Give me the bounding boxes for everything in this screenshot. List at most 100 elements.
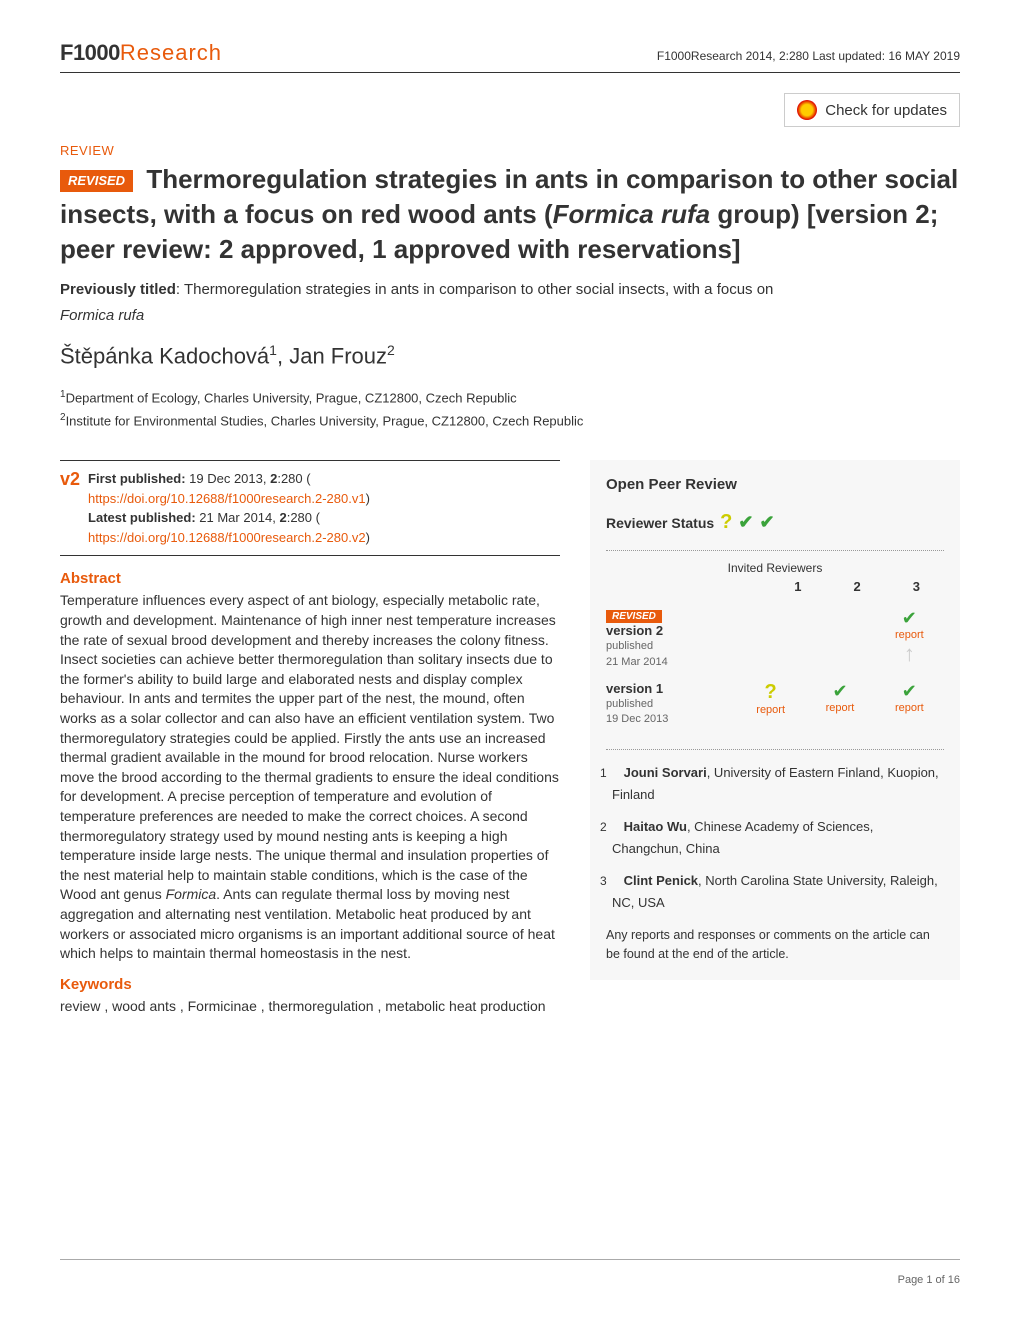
rev-num: 1 [606,763,620,783]
footer-rule [60,1259,960,1260]
rev-name[interactable]: Haitao Wu [624,819,687,834]
logo-part1: F1000 [60,40,120,65]
rev-name[interactable]: Jouni Sorvari [624,765,707,780]
rev-name[interactable]: Clint Penick [624,873,698,888]
keywords-heading: Keywords [60,976,560,993]
abstract-heading: Abstract [60,570,560,587]
version-label: v2 [60,469,80,547]
author-1[interactable]: Štěpánka Kadochová [60,344,269,369]
report-link[interactable]: report [741,704,801,716]
first-pub-doi[interactable]: https://doi.org/10.12688/f1000research.2… [88,491,366,506]
author-2[interactable]: Jan Frouz [289,344,387,369]
open-peer-review-box: Open Peer Review Reviewer Status ? ✔ ✔ I… [590,460,960,979]
authors: Štěpánka Kadochová1, Jan Frouz2 [60,342,960,369]
latest-pub-doi[interactable]: https://doi.org/10.12688/f1000research.2… [88,530,366,545]
close-paren-1: ) [366,491,370,506]
prev-title-italic: Formica rufa [60,307,144,324]
reviewer-list: 1 Jouni Sorvari, University of Eastern F… [606,762,944,915]
version-2-info: REVISED version 2 published 21 Mar 2014 [606,608,736,669]
check-icon: ✔ [902,681,917,701]
version-2-meta1: published [606,640,653,652]
main-columns: v2 First published: 19 Dec 2013, 2:280 (… [60,460,960,1016]
version-1-info: version 1 published 19 Dec 2013 [606,681,736,727]
reviewer-3: 3 Clint Penick, North Carolina State Uni… [606,870,944,914]
rev-num: 3 [606,871,620,891]
latest-pub-rest: :280 ( [287,510,320,525]
latest-pub-vol: 2 [279,510,286,525]
first-pub-text: 19 Dec 2013, [186,471,271,486]
version-2-meta2: 21 Mar 2014 [606,656,668,668]
publication-info-box: v2 First published: 19 Dec 2013, 2:280 (… [60,460,560,556]
author-sep: , [277,344,289,369]
check-updates-button[interactable]: Check for updates [784,93,960,127]
version-2-row: REVISED version 2 published 21 Mar 2014 … [606,608,944,669]
version-2-label[interactable]: version 2 [606,623,663,638]
prev-title-text: : Thermoregulation strategies in ants in… [176,281,774,298]
version-1-row: version 1 published 19 Dec 2013 ? report… [606,681,944,727]
opr-title: Open Peer Review [606,476,944,493]
col-3: 3 [913,579,920,594]
col-1: 1 [794,579,801,594]
v1-c3: ✔ report [879,681,939,716]
header: F1000Research F1000Research 2014, 2:280 … [60,40,960,73]
title-italic: Formica rufa [553,199,711,229]
question-icon: ? [765,681,777,703]
report-link[interactable]: report [879,629,939,641]
latest-pub-text: 21 Mar 2014, [196,510,280,525]
check-icon: ✔ [902,608,917,628]
review-status-table: Invited Reviewers 1 2 3 REVISED version … [606,550,944,749]
v1-c2: ✔ report [810,681,870,716]
author-2-sup: 2 [387,342,395,358]
affil-2: Institute for Environmental Studies, Cha… [66,413,584,428]
first-pub-label: First published: [88,471,186,486]
affiliations: 1Department of Ecology, Charles Universi… [60,386,960,433]
abstract-text: Temperature influences every aspect of a… [60,591,560,963]
question-icon: ? [720,511,732,534]
close-paren-2: ) [366,530,370,545]
right-column: Open Peer Review Reviewer Status ? ✔ ✔ I… [590,460,960,1016]
check-icon: ✔ [759,512,774,533]
report-link[interactable]: report [810,702,870,714]
article-title: REVISED Thermoregulation strategies in a… [60,162,960,267]
logo: F1000Research [60,40,222,66]
article-type: REVIEW [60,143,960,158]
revised-badge-sm: REVISED [606,610,662,623]
version-1-cells: ? report ✔ report ✔ report [736,681,944,716]
version-1-meta2: 19 Dec 2013 [606,713,668,725]
keywords-text: review , wood ants , Formicinae , thermo… [60,997,560,1017]
author-1-sup: 1 [269,342,277,358]
invited-reviewers-label: Invited Reviewers [606,561,944,575]
abstract-body: Temperature influences every aspect of a… [60,592,559,961]
v2-c1 [741,608,801,667]
opr-status-label: Reviewer Status [606,515,714,531]
v1-c1: ? report [741,681,801,716]
reviewer-col-headers: 1 2 3 [606,579,944,594]
col-2: 2 [854,579,861,594]
first-pub-rest: :280 ( [277,471,310,486]
v2-c2 [810,608,870,667]
version-1-label[interactable]: version 1 [606,681,663,696]
version-2-cells: ✔ report ↑ [736,608,944,667]
v2-c3: ✔ report ↑ [879,608,939,667]
version-1-meta1: published [606,698,653,710]
report-link[interactable]: report [879,702,939,714]
prev-title-label: Previously titled [60,281,176,298]
logo-part2: Research [120,40,222,65]
left-column: v2 First published: 19 Dec 2013, 2:280 (… [60,460,560,1016]
latest-pub-label: Latest published: [88,510,196,525]
opr-note: Any reports and responses or comments on… [606,926,944,964]
previous-title: Previously titled: Thermoregulation stra… [60,277,960,328]
pub-info: First published: 19 Dec 2013, 2:280 ( ht… [88,469,370,547]
arrow-up-icon: ↑ [904,641,915,666]
rev-num: 2 [606,817,620,837]
reviewer-1: 1 Jouni Sorvari, University of Eastern F… [606,762,944,806]
check-updates-label: Check for updates [825,102,947,119]
header-meta: F1000Research 2014, 2:280 Last updated: … [657,49,960,63]
update-icon [797,100,817,120]
page-number: Page 1 of 16 [898,1274,960,1286]
revised-badge: REVISED [60,170,133,192]
opr-status: Reviewer Status ? ✔ ✔ [606,511,944,534]
reviewer-2: 2 Haitao Wu, Chinese Academy of Sciences… [606,816,944,860]
affil-1: Department of Ecology, Charles Universit… [66,390,517,405]
check-icon: ✔ [738,512,753,533]
